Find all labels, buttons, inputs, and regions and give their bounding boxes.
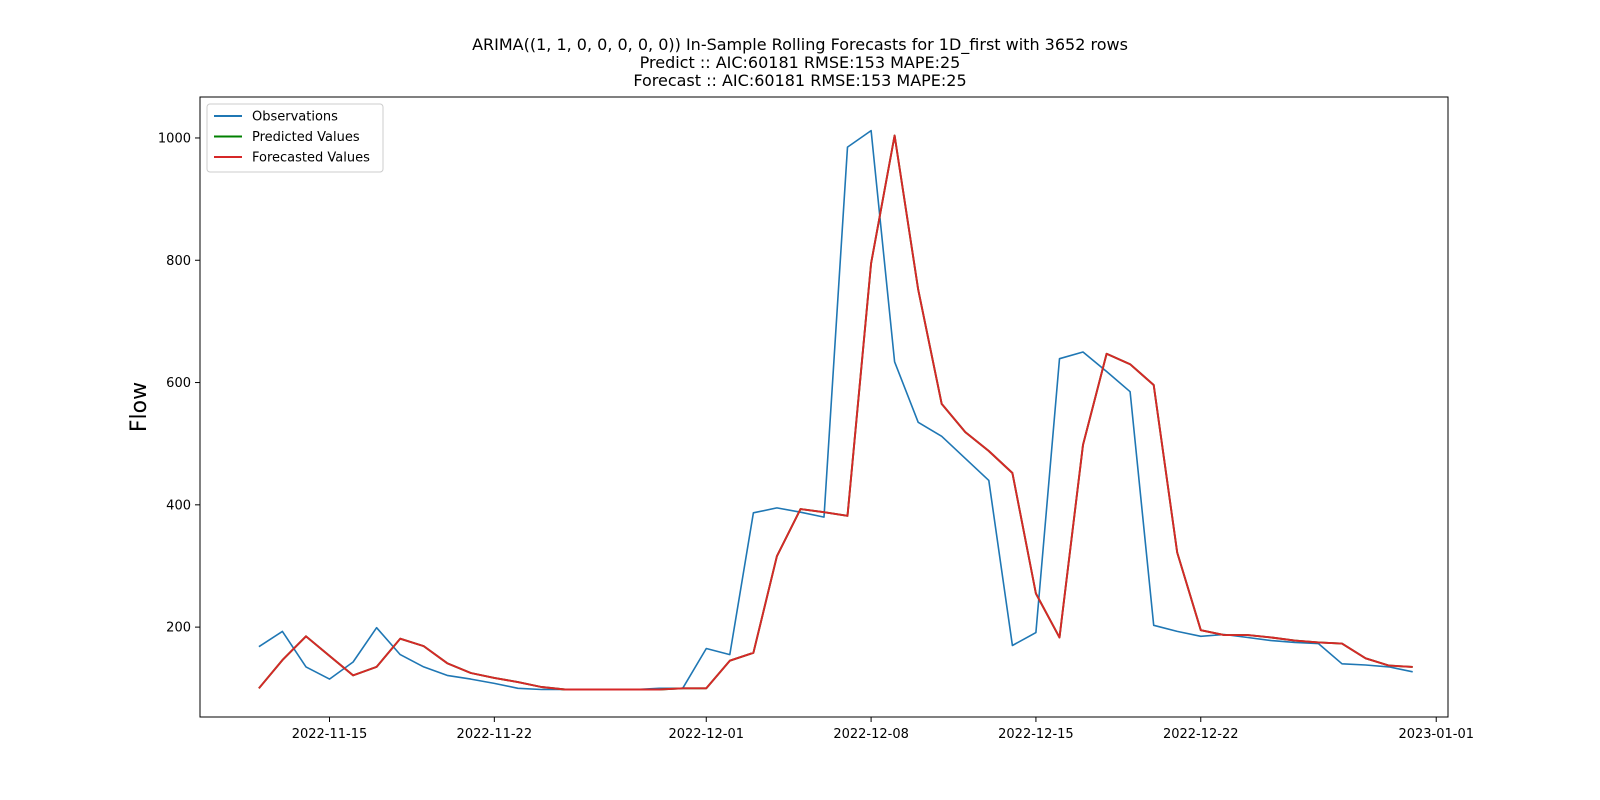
y-axis: 200 400 600 800 1000 <box>158 131 200 636</box>
x-tick-label: 2023-01-01 <box>1398 727 1474 742</box>
chart-subtitle-forecast: Forecast :: AIC:60181 RMSE:153 MAPE:25 <box>633 71 967 90</box>
chart-subtitle-predict: Predict :: AIC:60181 RMSE:153 MAPE:25 <box>639 53 961 72</box>
chart-title-block: ARIMA((1, 1, 0, 0, 0, 0, 0)) In-Sample R… <box>0 36 1600 90</box>
series-line-forecasted-values <box>258 134 1413 691</box>
x-axis: 2022-11-15 2022-11-22 2022-12-01 2022-12-08… <box>292 717 1474 742</box>
y-tick-label: 600 <box>166 376 191 391</box>
series-line-observations <box>258 129 1413 691</box>
legend-entry-label: Observations <box>252 110 338 125</box>
legend: Observations Predicted Values Forecasted V… <box>206 103 384 173</box>
y-tick-label: 1000 <box>158 131 191 146</box>
y-tick-label: 800 <box>166 254 191 269</box>
chart-title: ARIMA((1, 1, 0, 0, 0, 0, 0)) In-Sample R… <box>472 35 1128 54</box>
y-tick-label: 200 <box>166 621 191 636</box>
plot-area-frame <box>199 96 1449 718</box>
x-tick-label: 2022-11-22 <box>457 727 533 742</box>
x-tick-label: 2022-11-15 <box>292 727 368 742</box>
x-tick-label: 2022-12-15 <box>998 727 1074 742</box>
x-tick-label: 2022-12-08 <box>833 727 909 742</box>
x-tick-label: 2022-12-22 <box>1163 727 1239 742</box>
x-tick-label: 2022-12-01 <box>668 727 744 742</box>
legend-entry-label: Predicted Values <box>252 130 360 145</box>
y-tick-label: 400 <box>166 498 191 513</box>
series-line-predicted-values <box>258 134 1413 691</box>
legend-entry-label: Forecasted Values <box>252 151 370 166</box>
series-layer <box>258 129 1413 691</box>
y-axis-label: Flow <box>127 382 152 432</box>
legend-box <box>206 103 384 173</box>
